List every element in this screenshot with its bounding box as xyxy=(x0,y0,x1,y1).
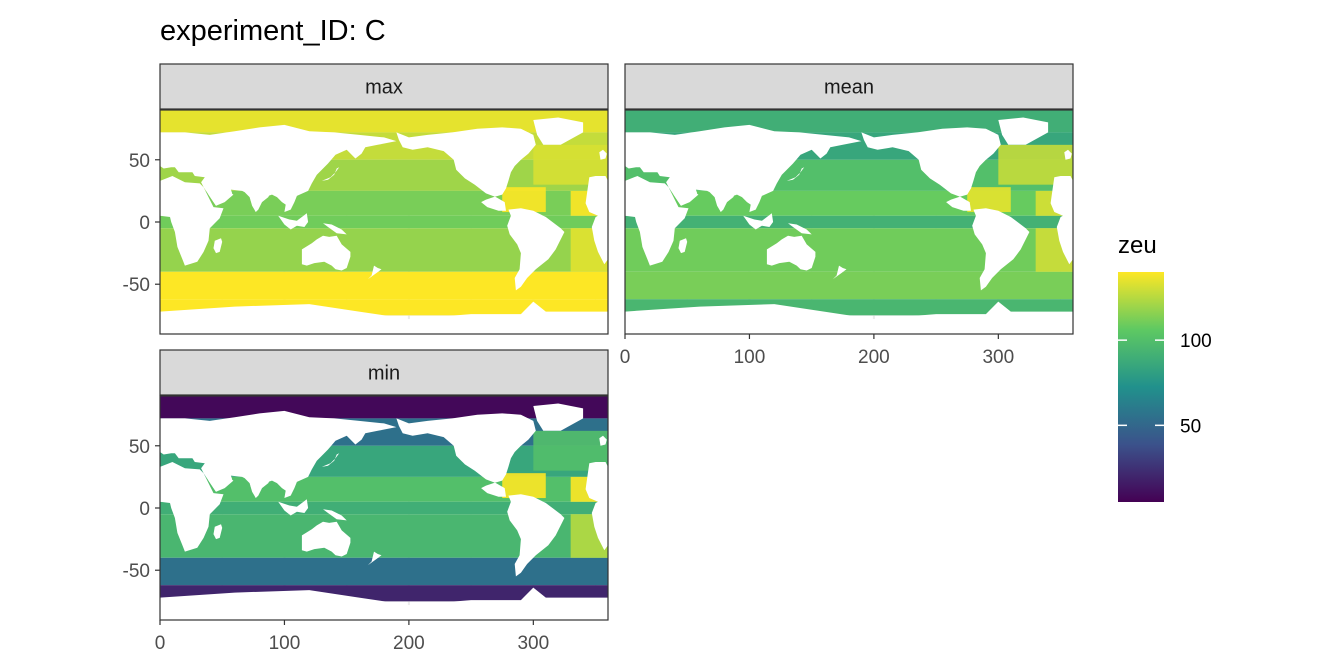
land-mask-north-america xyxy=(396,127,536,211)
ocean-patch-caribbean xyxy=(502,473,546,499)
facet-panel-max: max -50 0 50 xyxy=(123,63,609,335)
land-mask-new-guinea xyxy=(323,509,347,521)
land-mask-borneo-sumatra xyxy=(743,213,774,230)
land-mask-japan xyxy=(786,167,805,181)
land-mask-uk xyxy=(1064,149,1072,160)
land-mask-japan xyxy=(321,453,340,467)
land-mask-india xyxy=(244,478,270,498)
land-mask-africa xyxy=(1050,176,1073,265)
land-mask-arabia xyxy=(204,468,234,492)
ocean-patch-caribbean xyxy=(502,187,546,213)
land-mask-greenland xyxy=(533,403,584,431)
land-mask-uk xyxy=(599,435,607,446)
land-mask-south-america xyxy=(507,494,565,577)
land-mask-antarctica xyxy=(625,301,1073,334)
land-mask-india xyxy=(709,192,735,212)
land-mask-north-america xyxy=(861,127,1001,211)
ocean-patch-caribbean xyxy=(967,187,1011,213)
land-mask-borneo-sumatra xyxy=(278,499,309,516)
land-mask-india xyxy=(244,192,270,212)
facet-strip-label: max xyxy=(365,77,403,99)
x-tick-label: 200 xyxy=(393,633,425,654)
land-mask-madagascar xyxy=(213,238,223,254)
y-tick-label: 50 xyxy=(129,151,150,172)
land-mask-borneo-sumatra xyxy=(278,213,309,230)
land-mask-uk xyxy=(599,149,607,160)
land-mask-south-america xyxy=(507,208,565,291)
land-mask-africa-east xyxy=(625,176,689,266)
panel-border xyxy=(624,109,1074,335)
land-mask-antarctica xyxy=(160,587,608,620)
land-mask-south-america xyxy=(972,208,1030,291)
x-tick-label: 300 xyxy=(982,347,1014,368)
facet-panels: max -50 0 50 mean 0 100 200 300 min -50 0 50 0 100 200 3… xyxy=(123,63,1074,654)
land-mask-new-zealand xyxy=(367,551,382,566)
land-mask-new-zealand xyxy=(832,265,847,280)
land-mask-australia xyxy=(766,235,816,271)
x-tick-label: 0 xyxy=(620,347,631,368)
x-tick-label: 100 xyxy=(734,347,766,368)
facet-strip-label: mean xyxy=(824,77,874,99)
y-tick-label: -50 xyxy=(123,561,150,582)
ocean-band-equatorial-band xyxy=(160,501,608,515)
y-tick-label: 50 xyxy=(129,437,150,458)
legend-colorbar xyxy=(1118,272,1164,502)
land-mask-africa xyxy=(585,176,608,265)
legend-title: zeu xyxy=(1118,232,1157,259)
land-mask-japan xyxy=(321,167,340,181)
facet-strip-label: min xyxy=(368,363,400,385)
color-legend: zeu 50 100 xyxy=(1118,232,1212,502)
facet-panel-mean: mean 0 100 200 300 xyxy=(620,63,1074,368)
land-mask-africa-east xyxy=(160,462,224,552)
x-tick-label: 200 xyxy=(858,347,890,368)
facet-strip-min xyxy=(159,349,609,396)
y-tick-label: -50 xyxy=(123,275,150,296)
y-tick-label: 0 xyxy=(139,213,150,234)
land-mask-new-zealand xyxy=(367,265,382,280)
land-mask-madagascar xyxy=(678,238,688,254)
legend-tick-label: 100 xyxy=(1180,331,1212,352)
x-tick-label: 0 xyxy=(155,633,166,654)
ocean-band-equatorial-band xyxy=(625,215,1073,229)
land-mask-africa-east xyxy=(160,176,224,266)
land-mask-australia xyxy=(301,235,351,271)
facet-panel-min: min -50 0 50 0 100 200 300 xyxy=(123,349,609,654)
land-mask-greenland xyxy=(998,117,1049,145)
land-mask-north-america xyxy=(396,413,536,497)
land-mask-new-guinea xyxy=(788,223,812,235)
land-mask-africa xyxy=(585,462,608,551)
land-mask-new-guinea xyxy=(323,223,347,235)
land-mask-australia xyxy=(301,521,351,557)
land-mask-greenland xyxy=(533,117,584,145)
y-tick-label: 0 xyxy=(139,499,150,520)
chart-title: experiment_ID: C xyxy=(160,15,386,47)
ocean-band-equatorial-band xyxy=(160,215,608,229)
ocean-band-southern-ocean xyxy=(625,271,1073,300)
land-mask-madagascar xyxy=(213,524,223,540)
ocean-band-southern-ocean xyxy=(160,557,608,586)
ocean-band-southern-ocean xyxy=(160,271,608,300)
x-tick-label: 300 xyxy=(517,633,549,654)
land-mask-arabia xyxy=(204,182,234,206)
x-tick-label: 100 xyxy=(269,633,301,654)
facet-strip-max xyxy=(159,63,609,110)
facet-strip-mean xyxy=(624,63,1074,110)
legend-tick-label: 50 xyxy=(1180,416,1201,437)
land-mask-antarctica xyxy=(160,301,608,334)
land-mask-arabia xyxy=(669,182,699,206)
